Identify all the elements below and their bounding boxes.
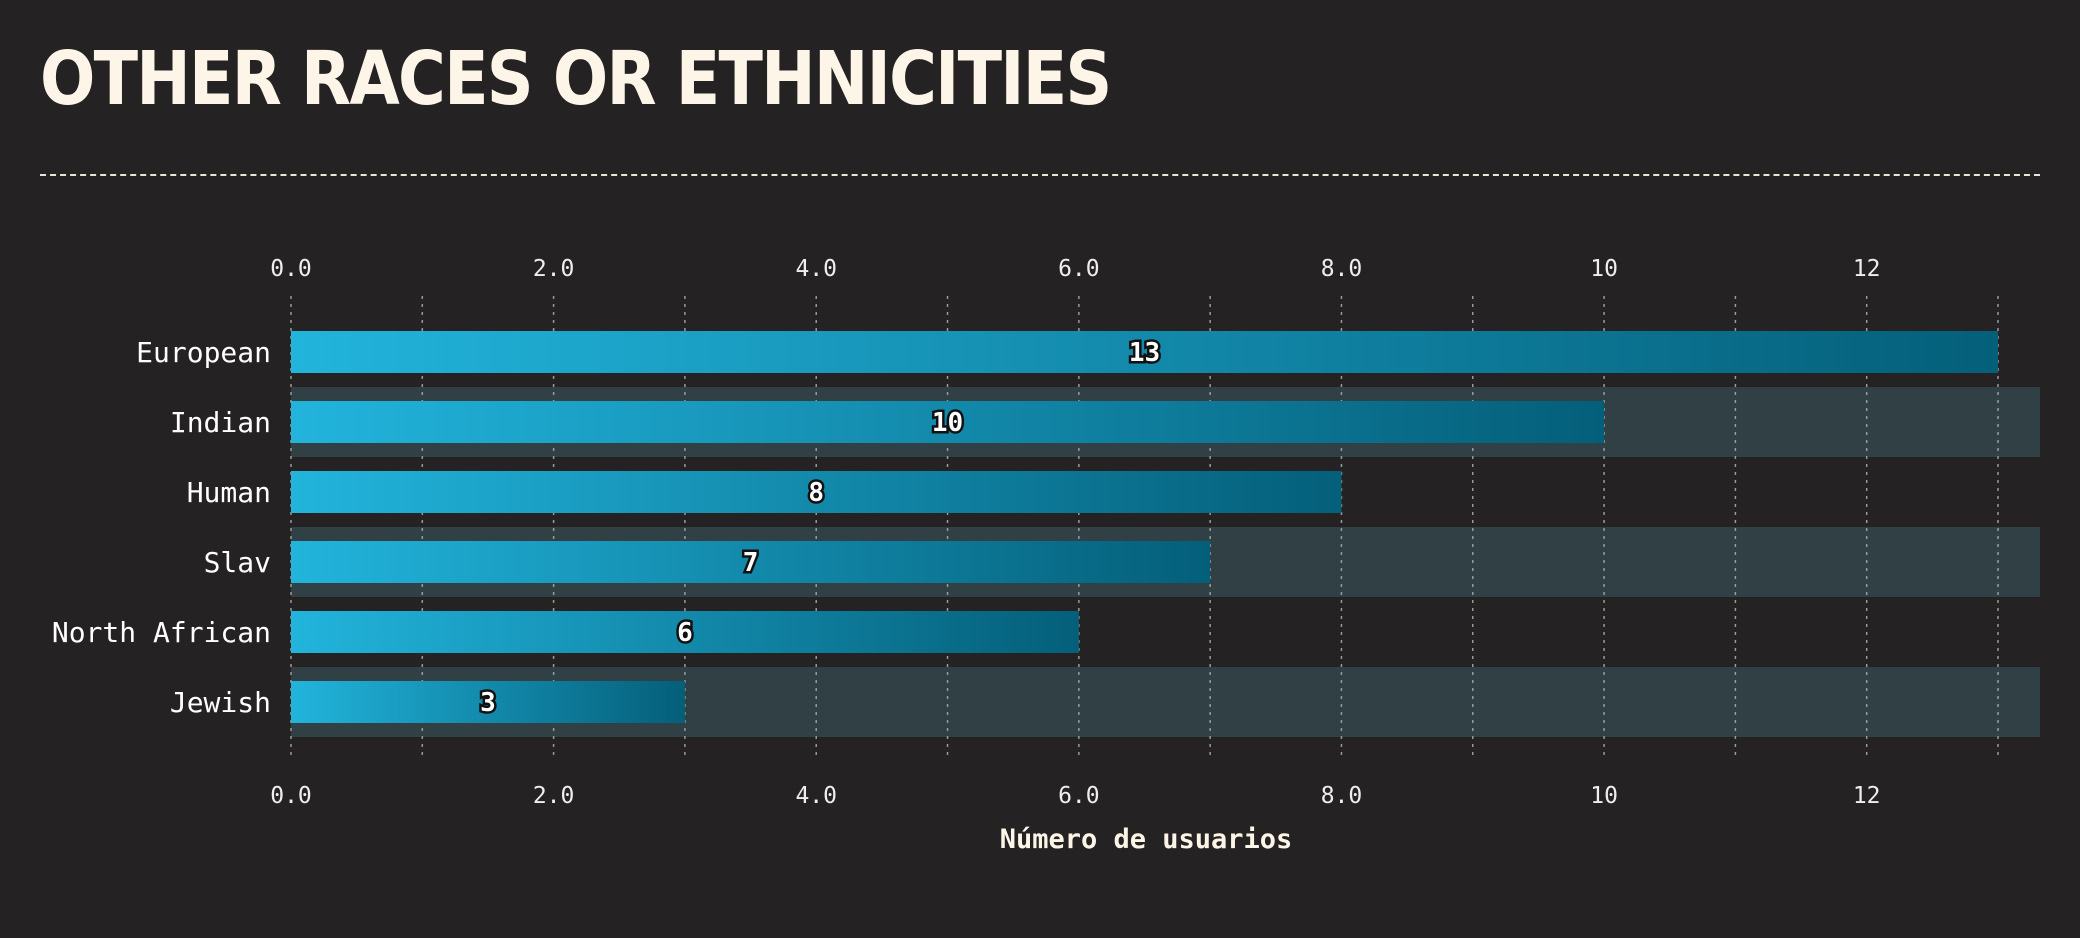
x-tick-label-top: 0.0 — [270, 256, 312, 282]
category-label: European — [136, 336, 271, 369]
title-divider — [40, 174, 2040, 176]
category-label: Indian — [170, 406, 271, 439]
x-tick-label-bottom: 8.0 — [1321, 783, 1363, 809]
x-tick-label-bottom: 6.0 — [1058, 783, 1100, 809]
x-tick-label-top: 6.0 — [1058, 256, 1100, 282]
bar — [291, 471, 1342, 513]
x-tick-label-top: 2.0 — [533, 256, 575, 282]
labels: 0.0 0.0 2.0 2.0 4.0 4.0 6.0 6.0 8.0 8.0 10 10 12 12 Eu… — [52, 256, 1881, 809]
x-tick-label-bottom: 2.0 — [533, 783, 575, 809]
data-label: 7 — [743, 548, 759, 578]
x-tick-label-top: 8.0 — [1321, 256, 1363, 282]
x-axis-title: Número de usuarios — [1000, 824, 1293, 855]
x-tick-label-bottom: 0.0 — [270, 783, 312, 809]
bar — [291, 331, 1998, 373]
x-tick-label-bottom: 10 — [1590, 783, 1618, 809]
bar — [291, 681, 685, 723]
category-label: Jewish — [170, 686, 271, 719]
chart-title: OTHER RACES OR ETHNICITIES — [40, 36, 1112, 122]
bar — [291, 611, 1079, 653]
category-label: Slav — [204, 546, 271, 579]
category-label: North African — [52, 616, 271, 649]
bar — [291, 401, 1605, 443]
data-label: 8 — [808, 478, 824, 508]
bars — [291, 331, 1998, 723]
data-label: 10 — [932, 408, 963, 438]
x-tick-label-top: 4.0 — [795, 256, 837, 282]
data-label: 6 — [677, 618, 693, 648]
bar — [291, 541, 1211, 583]
data-label: 13 — [1129, 338, 1160, 368]
category-label: Human — [187, 476, 271, 509]
x-tick-label-bottom: 4.0 — [795, 783, 837, 809]
x-tick-label-top: 10 — [1590, 256, 1618, 282]
x-tick-label-bottom: 12 — [1853, 783, 1881, 809]
x-tick-label-top: 12 — [1853, 256, 1881, 282]
data-label: 3 — [480, 688, 496, 718]
